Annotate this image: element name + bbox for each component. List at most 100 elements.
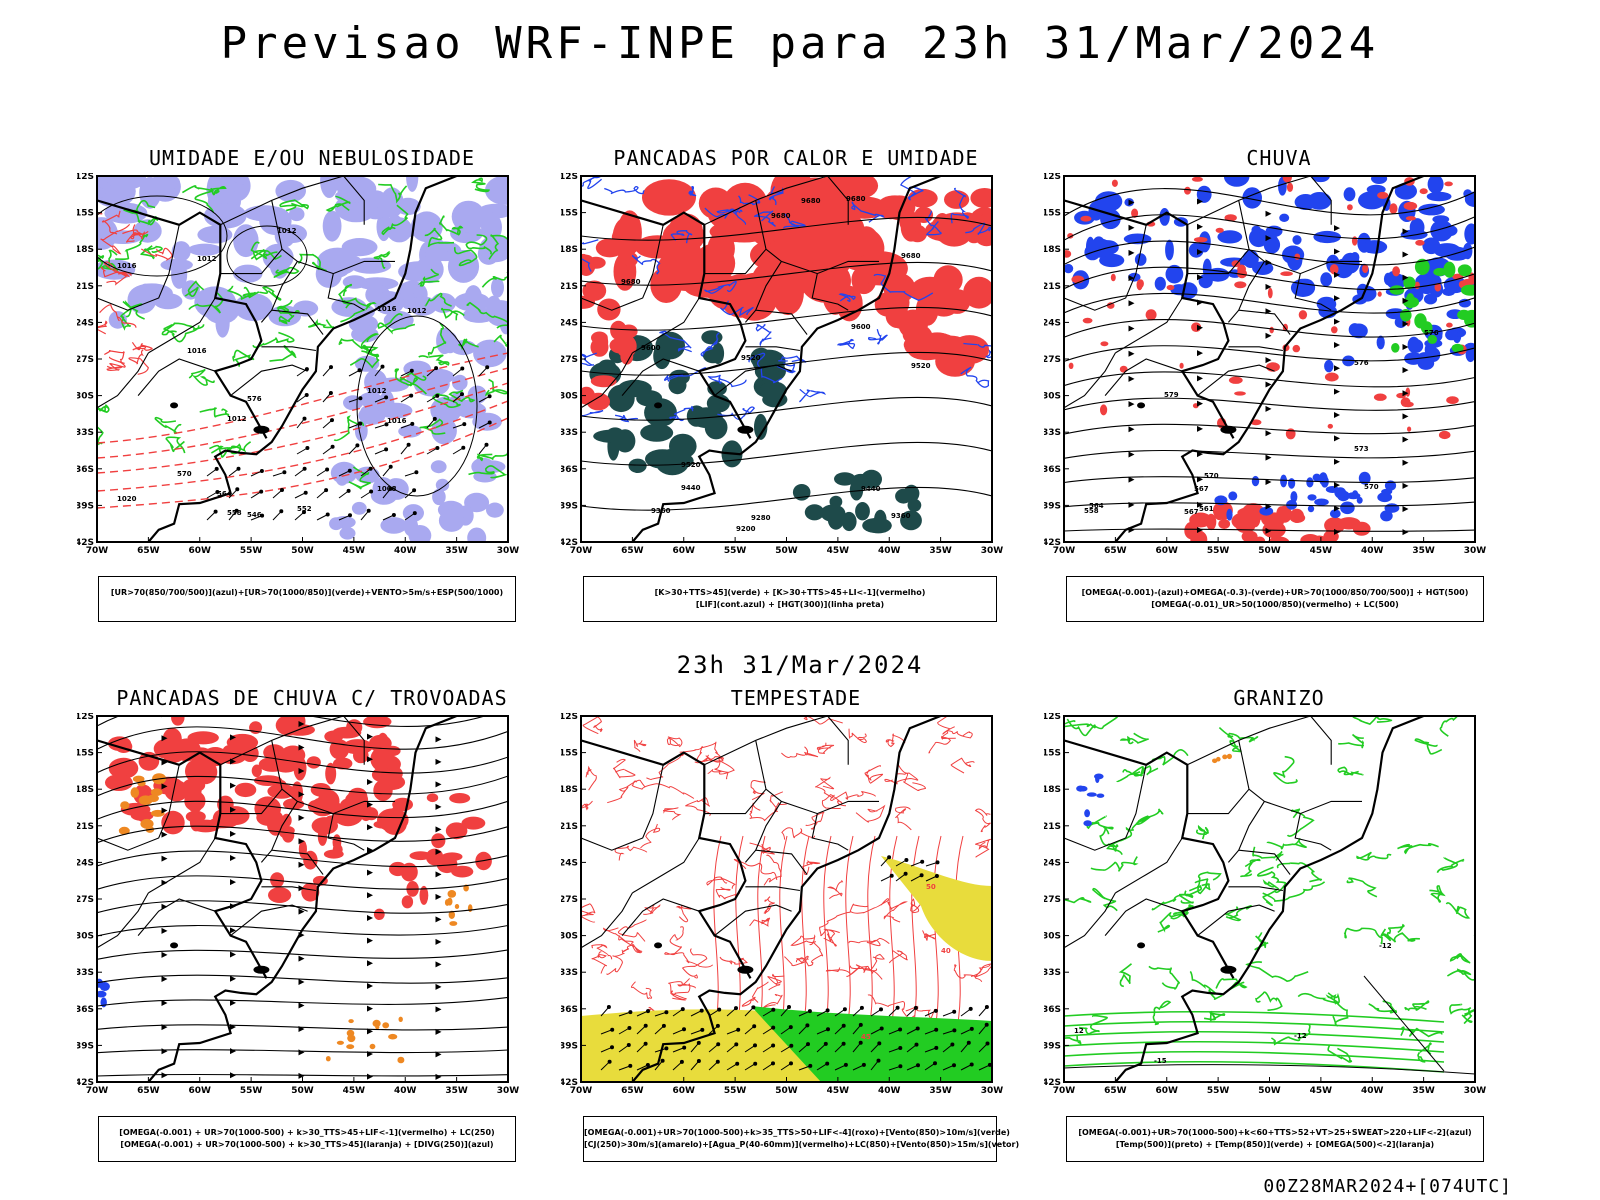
shade-cell [1403, 276, 1416, 290]
contour-line [974, 808, 991, 833]
contour-line [825, 966, 861, 977]
state-border [581, 892, 633, 949]
contour-line [719, 956, 748, 965]
contour-label: 9680 [771, 212, 791, 220]
lat-label: 36S [77, 1005, 94, 1015]
lat-label: 42S [77, 538, 94, 548]
contour-label: 570 [177, 470, 192, 478]
shade-cell [467, 527, 487, 542]
contour-line [849, 898, 890, 914]
vector [478, 422, 490, 429]
state-border [327, 273, 365, 311]
lat-label: 27S [77, 355, 94, 365]
lon-label: 60W [189, 546, 212, 556]
streamline [1064, 476, 1475, 484]
contour-line [468, 465, 508, 479]
lon-label: 70W [86, 546, 109, 556]
shade-cell [1311, 535, 1327, 542]
stream-arrow [367, 1028, 373, 1035]
contour-label: 1016 [377, 305, 397, 313]
shade-cell [372, 1019, 381, 1027]
vector-head [952, 1028, 957, 1033]
lat-label: 36S [77, 465, 94, 475]
lake [253, 425, 270, 434]
contour-line [1449, 953, 1471, 964]
vector-head [898, 1064, 903, 1069]
shade-cell [1313, 230, 1341, 244]
shade-cell [1131, 208, 1139, 218]
streamline [1064, 345, 1475, 362]
state-border [745, 346, 800, 352]
lat-label: 18S [1044, 785, 1061, 795]
contour-line [795, 941, 824, 967]
lat-label: 39S [561, 1041, 578, 1051]
lat-label: 18S [1044, 245, 1061, 255]
vector-head [435, 446, 440, 450]
contour-line [163, 323, 200, 343]
streamline [1064, 528, 1475, 532]
shade-cell [477, 203, 508, 219]
shade-cell [628, 458, 647, 473]
contour-line [937, 716, 955, 735]
lat-label: 24S [77, 318, 94, 328]
stream-arrow [1197, 425, 1203, 432]
stream-arrow [1128, 249, 1135, 256]
contour-line [1343, 927, 1383, 945]
state-border [1238, 740, 1362, 815]
stream-arrow [367, 892, 373, 899]
shade-cell [97, 176, 110, 189]
shade-cell [339, 527, 356, 540]
state-border [1104, 898, 1183, 936]
vector-head [771, 1007, 776, 1012]
state-border [220, 176, 365, 226]
stream-arrow [230, 734, 236, 741]
shade-cell [1088, 238, 1113, 258]
shade-cell [1224, 214, 1237, 222]
main-title: Previsao WRF-INPE para 23h 31/Mar/2024 [220, 18, 1380, 69]
shade-cell [1292, 344, 1301, 353]
shade-cell [1348, 323, 1361, 337]
vector [296, 447, 308, 455]
contour-line [741, 981, 769, 1007]
contour-line [671, 978, 691, 1000]
shade-cell [1111, 179, 1118, 187]
contour-line [640, 823, 661, 849]
contour-label: 1020 [117, 495, 137, 503]
lon-label: 70W [570, 1086, 593, 1096]
thunder-orange [118, 773, 167, 835]
contour-line [749, 917, 771, 927]
lon-label: 65W [621, 1086, 644, 1096]
streamlines [1064, 188, 1475, 536]
vector-head [752, 1024, 757, 1029]
state-border [621, 898, 700, 936]
contour-line [1297, 992, 1339, 1005]
contour-label: 9360 [891, 512, 911, 520]
lat-label: 21S [561, 282, 578, 292]
shade-cell [1407, 426, 1412, 432]
contour-line [488, 234, 508, 260]
state-border [137, 358, 216, 396]
map-umidade: 1012 1012 1016 1016 1012 1012 1016 1012 1016 1008… [77, 173, 519, 556]
shade-cell [1290, 491, 1298, 503]
contour-line [1064, 896, 1092, 904]
vector-head [696, 1059, 701, 1063]
contour-label: -12 [1379, 942, 1392, 950]
vector-head [357, 368, 362, 373]
shade-cell [430, 396, 462, 424]
lon-label: 55W [240, 1086, 263, 1096]
contour-line [784, 955, 809, 967]
map-tempestade: 50 40 45 12S 15S 18S 21S 24S 27S 30S 33S 36S 39S 42S7… [561, 713, 1003, 1096]
contour-line [670, 230, 693, 244]
vector [924, 1047, 937, 1053]
contour-line [97, 404, 110, 414]
stream-arrow [298, 955, 305, 962]
lat-label: 15S [77, 209, 94, 219]
shade-cell [1166, 284, 1175, 291]
shade-cell [392, 797, 413, 812]
lat-label: 15S [1044, 209, 1061, 219]
shade-cell [1377, 291, 1382, 297]
streamline [97, 726, 508, 750]
contour-line [373, 250, 391, 269]
thickness-line [97, 382, 508, 474]
